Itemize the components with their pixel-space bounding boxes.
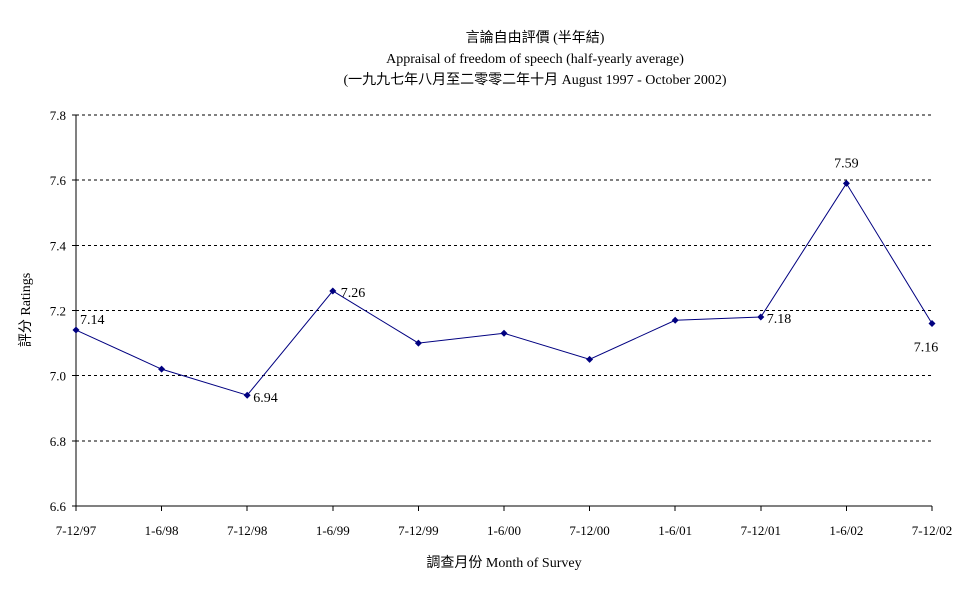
data-label: 7.16 [914,341,939,356]
data-label: 7.18 [767,312,792,327]
chart-title: 言論自由評價 (半年結) [465,31,605,46]
chart-subtitle-period: (一九九七年八月至二零零二年十月 August 1997 - October 2… [343,73,727,88]
chart-subtitle: Appraisal of freedom of speech (half-yea… [386,52,684,67]
x-tick-label: 7-12/98 [227,523,267,538]
y-tick-label: 7.8 [50,108,66,123]
series-line [75,182,933,396]
chart-titles: 言論自由評價 (半年結) Appraisal of freedom of spe… [0,28,977,91]
y-tick-label: 7.0 [50,369,66,384]
data-label: 7.26 [341,286,366,301]
data-point [757,313,765,321]
data-labels: 7.14 6.94 7.26 7.18 7.59 7.16 [80,156,938,406]
x-tick-label: 7-12/00 [569,523,609,538]
y-tick-label: 7.4 [50,238,67,253]
data-point [928,320,936,328]
x-tick-label: 7-12/97 [56,523,97,538]
data-point [671,316,679,324]
data-point [243,391,251,399]
data-label: 7.59 [834,156,859,171]
y-axis-title: 評分 Ratings [18,273,34,347]
data-label: 7.14 [80,313,105,328]
data-point [158,365,166,373]
gridlines [76,114,932,442]
data-point [586,355,594,363]
x-axis-title: 調查月份 Month of Survey [426,555,581,571]
x-tick-label: 1-6/01 [658,523,692,538]
y-tick-label: 6.6 [50,499,67,514]
data-point [842,179,850,187]
x-tick-label: 1-6/99 [316,523,350,538]
series-layer [72,179,936,399]
y-tick-label: 6.8 [50,434,66,449]
data-point [72,326,80,334]
data-point [329,287,337,295]
x-tick-label: 7-12/99 [398,523,438,538]
data-point [414,339,422,347]
data-point [500,329,508,337]
x-tick-label: 1-6/98 [145,523,179,538]
y-tick-label: 7.2 [50,304,66,319]
x-tick-label: 1-6/02 [829,523,863,538]
x-tick-label: 7-12/02 [912,523,952,538]
x-tick-label: 1-6/00 [487,523,521,538]
data-label: 6.94 [253,391,278,406]
y-tick-label: 7.6 [50,173,67,188]
axes: 6.6 6.8 7.0 7.2 7.4 7.6 7.8 7-12/97 1-6/98 7-12/9… [50,108,952,538]
x-tick-label: 7-12/01 [741,523,781,538]
